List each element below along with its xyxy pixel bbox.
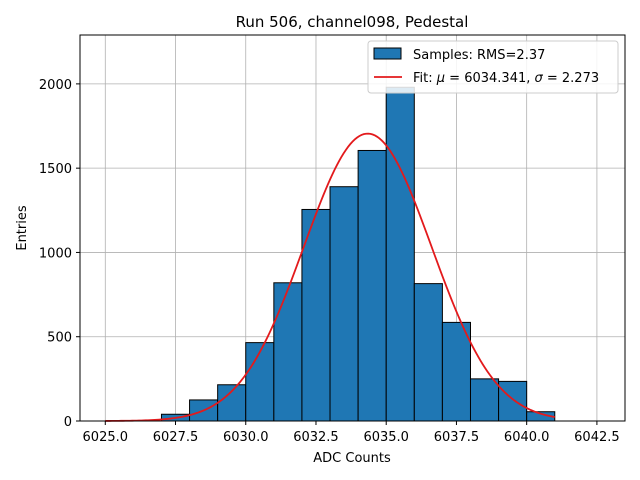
x-tick-label-0: 6025.0	[83, 430, 129, 445]
histogram-bar-9	[413, 283, 443, 422]
y-tick-label-3: 1500	[39, 162, 72, 177]
fit-curve	[105, 132, 555, 422]
x-tick-label-7: 6042.5	[574, 430, 620, 445]
x-tick-label-4: 6035.0	[363, 430, 409, 445]
y-axis-ticks: 0 500 1000 1500 2000	[39, 78, 80, 430]
legend-swatch-samples	[373, 47, 402, 60]
fit-curve-layer	[105, 132, 555, 422]
histogram-bar-4	[273, 282, 303, 422]
legend-label-samples: Samples: RMS=2.37	[413, 48, 545, 63]
legend-label-fit: Fit: μ = 6034.341, σ = 2.273	[413, 71, 599, 86]
x-tick-label-3: 6032.5	[293, 430, 339, 445]
y-tick-label-0: 0	[64, 415, 72, 430]
x-tick-label-6: 6040.0	[504, 430, 550, 445]
x-tick-label-5: 6037.5	[434, 430, 480, 445]
histogram-bar-8	[385, 86, 415, 422]
histogram-bar-3	[245, 342, 275, 422]
x-tick-label-2: 6030.0	[223, 430, 269, 445]
chart-title: Run 506, channel098, Pedestal	[236, 13, 469, 31]
histogram-bar-11	[469, 378, 500, 422]
histogram-bar-10	[441, 321, 471, 422]
histogram-bar-12	[498, 380, 528, 422]
histogram-bar-7	[357, 149, 387, 422]
histogram-bar-6	[329, 186, 359, 422]
x-tick-label-1: 6027.5	[153, 430, 199, 445]
y-tick-label-1: 500	[47, 331, 72, 346]
x-axis-label: ADC Counts	[313, 451, 391, 466]
plot-frame	[79, 34, 626, 422]
x-axis-ticks: 6025.0 6027.5 6030.0 6032.5 6035.0 6037.5 6040…	[83, 421, 620, 445]
histogram-bars	[160, 86, 556, 422]
y-tick-label-2: 1000	[39, 246, 72, 261]
y-tick-label-4: 2000	[39, 78, 72, 93]
legend-box	[367, 40, 619, 94]
legend: Samples: RMS=2.37 Fit: μ = 6034.341, σ =…	[367, 40, 619, 94]
y-axis-label: Entries	[15, 205, 30, 251]
